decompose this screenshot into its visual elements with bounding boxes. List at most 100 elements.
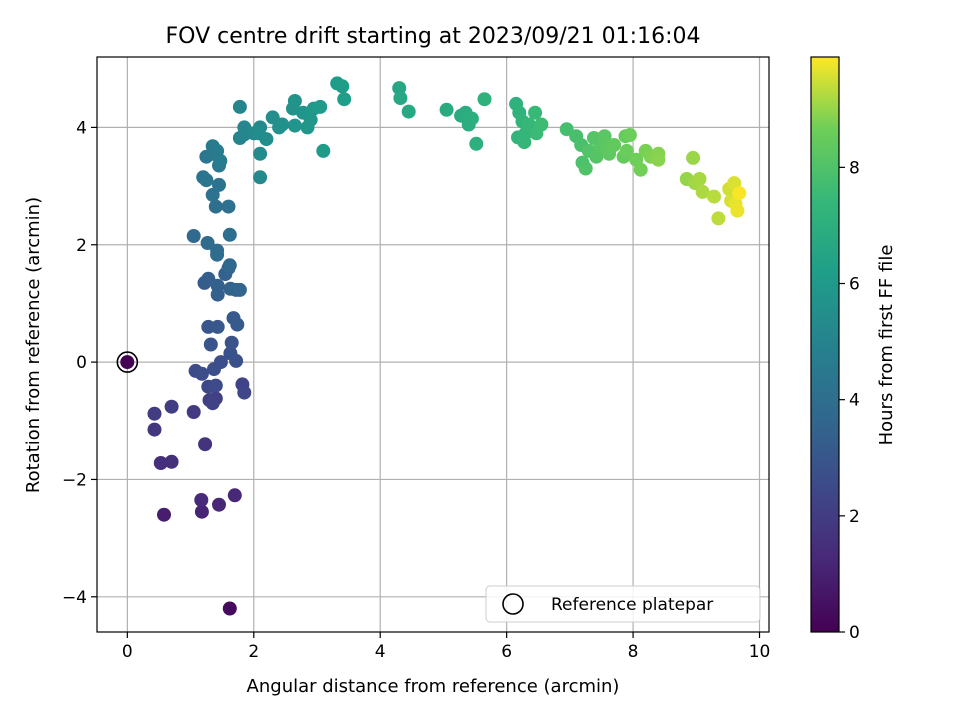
data-point bbox=[227, 488, 242, 503]
data-point bbox=[194, 504, 209, 519]
data-point bbox=[622, 128, 637, 142]
data-point bbox=[711, 211, 726, 226]
data-points bbox=[120, 76, 747, 616]
data-point bbox=[213, 355, 228, 370]
colorbar-tick-label: 4 bbox=[849, 391, 860, 411]
data-point bbox=[208, 378, 223, 393]
x-axis-label: Angular distance from reference (arcmin) bbox=[247, 676, 620, 697]
colorbar-tick-label: 8 bbox=[849, 158, 860, 178]
data-point bbox=[194, 493, 209, 507]
data-point bbox=[212, 497, 226, 512]
data-point bbox=[439, 102, 454, 117]
data-point bbox=[194, 366, 209, 381]
y-tick-label: 2 bbox=[76, 236, 87, 256]
data-point bbox=[707, 189, 721, 204]
x-tick-label: 2 bbox=[248, 642, 259, 662]
x-tick-label: 0 bbox=[122, 642, 133, 662]
data-point bbox=[287, 118, 302, 133]
data-point bbox=[199, 173, 214, 188]
x-tick-label: 4 bbox=[375, 642, 386, 662]
data-point bbox=[464, 111, 479, 126]
legend-marker bbox=[502, 593, 524, 615]
colorbar-label: Hours from first FF file bbox=[876, 245, 897, 446]
data-point bbox=[275, 117, 290, 132]
data-point bbox=[205, 187, 220, 202]
colorbar-tick-label: 2 bbox=[849, 507, 860, 527]
data-point bbox=[253, 146, 268, 161]
data-point bbox=[224, 335, 239, 350]
data-point bbox=[695, 184, 710, 199]
data-point bbox=[210, 247, 225, 262]
legend: Reference platepar bbox=[485, 585, 761, 623]
colorbar: 0 2 4 6 8 Hours from first FF file bbox=[810, 56, 897, 643]
data-point bbox=[232, 99, 247, 114]
data-point bbox=[259, 132, 274, 147]
data-point bbox=[230, 317, 245, 332]
data-point bbox=[164, 399, 179, 414]
x-tick-label: 10 bbox=[749, 642, 771, 662]
data-point bbox=[232, 282, 247, 297]
reference-marker bbox=[116, 351, 139, 373]
data-point bbox=[210, 319, 225, 334]
y-tick-label: 4 bbox=[76, 118, 87, 138]
data-point bbox=[303, 112, 318, 127]
data-point bbox=[120, 355, 135, 370]
data-point bbox=[401, 104, 416, 119]
data-point bbox=[210, 278, 225, 293]
data-point bbox=[651, 152, 666, 167]
data-point bbox=[221, 199, 236, 214]
data-point bbox=[477, 92, 492, 107]
data-point bbox=[203, 337, 218, 352]
colorbar-tick-label: 0 bbox=[849, 623, 860, 643]
data-point bbox=[222, 601, 237, 616]
data-point bbox=[237, 385, 252, 400]
data-point bbox=[222, 258, 237, 273]
data-point bbox=[528, 105, 543, 120]
data-point bbox=[692, 172, 707, 186]
data-point bbox=[147, 422, 162, 437]
data-point bbox=[469, 136, 484, 151]
data-point bbox=[686, 150, 701, 165]
data-point bbox=[157, 507, 171, 522]
data-point bbox=[147, 406, 162, 421]
data-point bbox=[633, 162, 648, 177]
data-point bbox=[730, 203, 745, 218]
colorbar-tick-label: 6 bbox=[849, 275, 860, 295]
y-tick-label: −2 bbox=[62, 470, 87, 490]
colorbar-gradient bbox=[810, 56, 840, 633]
data-point bbox=[200, 236, 215, 250]
data-point bbox=[732, 186, 747, 201]
x-tick-label: 6 bbox=[501, 642, 512, 662]
data-point bbox=[212, 177, 226, 192]
y-axis-label: Rotation from reference (arcmin) bbox=[23, 197, 44, 493]
data-point bbox=[153, 456, 168, 470]
data-point bbox=[337, 92, 352, 107]
plot-frame bbox=[96, 56, 770, 633]
data-point bbox=[287, 94, 302, 108]
data-point bbox=[186, 405, 201, 419]
data-point bbox=[205, 396, 220, 411]
data-point bbox=[619, 143, 634, 158]
data-point bbox=[393, 91, 408, 106]
data-point bbox=[578, 161, 593, 176]
data-point bbox=[198, 437, 213, 452]
x-tick-label: 8 bbox=[628, 642, 639, 662]
data-point bbox=[223, 346, 238, 361]
reference-platepar-marker bbox=[116, 351, 139, 373]
x-axis-ticks: 0 2 4 6 8 10 bbox=[122, 632, 770, 662]
y-tick-label: 0 bbox=[76, 353, 87, 373]
data-point bbox=[534, 117, 549, 132]
data-point bbox=[313, 99, 328, 114]
data-point bbox=[253, 170, 268, 185]
legend-entry-label: Reference platepar bbox=[551, 595, 713, 615]
plot-background bbox=[97, 57, 769, 632]
y-tick-label: −4 bbox=[62, 588, 87, 608]
data-point bbox=[607, 138, 622, 152]
data-point bbox=[316, 143, 331, 158]
data-point bbox=[164, 454, 179, 469]
plot-area: 0 2 4 6 8 10 −4 −2 0 2 4 bbox=[62, 56, 770, 662]
colorbar-ticks: 0 2 4 6 8 bbox=[839, 158, 860, 643]
data-point bbox=[208, 199, 223, 214]
data-point bbox=[186, 229, 201, 243]
